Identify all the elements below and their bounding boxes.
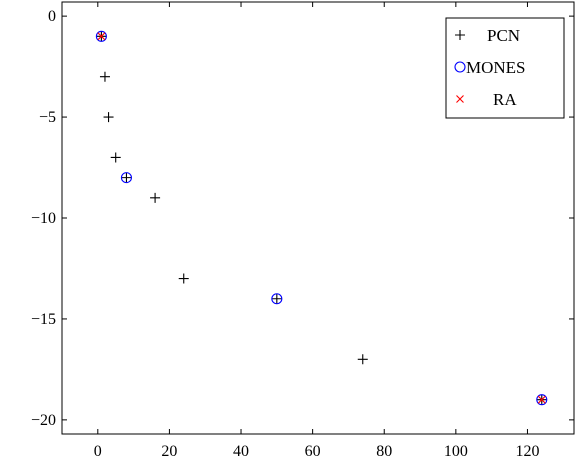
legend-marker-pcn [455,30,465,40]
x-tick-label: 0 [94,443,102,460]
x-tick-label: 120 [515,443,539,460]
point-pcn [150,192,161,203]
point-pcn [99,71,110,82]
point-ra [97,32,106,41]
y-tick-label: −15 [31,311,56,328]
legend-label-mones: MONES [466,58,526,77]
legend-marker-mones [454,61,466,73]
y-tick-label: 0 [48,8,56,25]
legend: PCN MONES RA [445,17,565,119]
legend-keys [454,30,466,103]
legend-marker-ra [456,95,464,103]
point-pcn [103,112,114,123]
point-mones [271,293,283,305]
data-marks [95,30,548,406]
x-tick-label: 100 [444,443,468,460]
x-tick-label: 60 [305,443,321,460]
point-mones [95,30,107,42]
axis-tick-labels: 0 20 40 60 80 100 120 0 −5 −10 −15 −20 [31,8,539,460]
legend-box [445,17,565,119]
y-tick-label: −10 [31,210,56,227]
point-pcn [357,354,368,365]
point-pcn [121,172,132,183]
axis-ticks [62,2,574,434]
point-mones [120,172,132,184]
y-tick-label: −5 [39,109,56,126]
x-tick-label: 40 [233,443,249,460]
x-tick-label: 80 [376,443,392,460]
point-pcn [271,293,282,304]
legend-label-ra: RA [493,90,517,109]
point-mones [536,394,548,406]
point-pcn [110,152,121,163]
point-pcn [178,273,189,284]
legend-label-pcn: PCN [487,26,520,45]
point-ra [537,395,546,404]
x-tick-label: 20 [161,443,177,460]
y-tick-label: −20 [31,412,56,429]
